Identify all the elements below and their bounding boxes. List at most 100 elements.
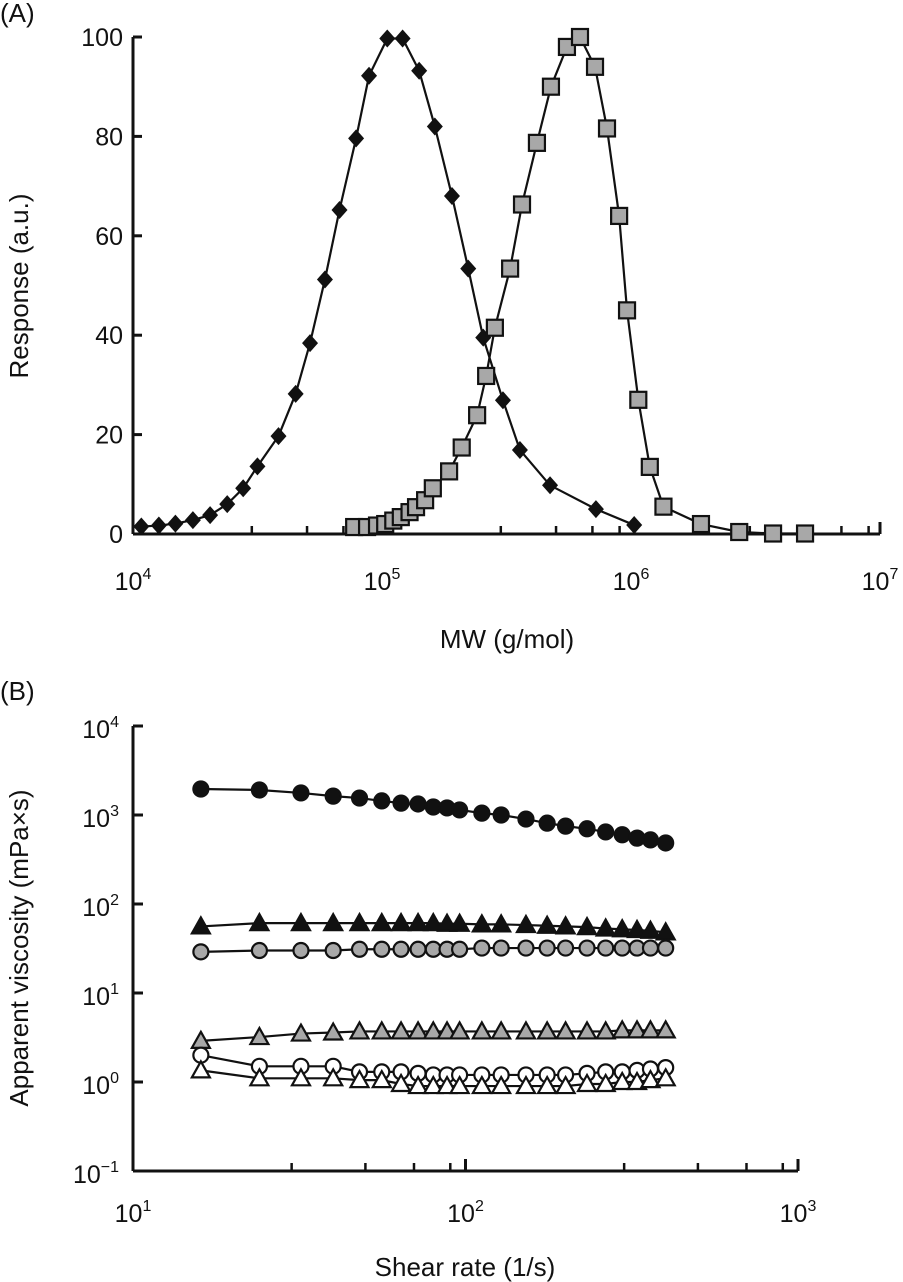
series-2-triangle-marker [594,917,617,937]
y-tick-label: 101 [82,981,119,1011]
series-1-circle-marker [250,781,269,799]
series-3-circle-marker [192,943,210,961]
series-6-triangle-marker [470,1074,493,1095]
series-3-circle-marker [373,940,391,958]
series-1-circle-marker [324,787,342,805]
series-2-triangle-marker [536,914,559,934]
series-4-triangle-marker [654,1019,677,1039]
series-6-triangle-marker [448,1074,471,1095]
series-1-circle-marker [373,792,391,810]
series-1-diamond-marker [202,506,219,525]
y-tick-label: 0 [109,521,123,549]
series-6-triangle-marker [654,1067,677,1087]
series-2-triangle-marker [654,921,677,941]
series-4-triangle-marker [248,1025,271,1046]
series-1-diamond-marker [270,427,287,446]
series-2-square-marker [691,514,711,534]
series-3-circle-marker [556,939,575,957]
series-1-diamond-marker [411,61,428,80]
series-6-triangle-marker [536,1074,559,1095]
series-1-circle-marker [556,817,575,835]
series-1-diamond-marker [542,476,559,495]
series-6-triangle-marker [639,1068,662,1089]
x-tick-label: 105 [364,566,401,596]
series-2-square-marker [730,522,749,542]
series-4-triangle-marker [611,1019,634,1039]
series-1-diamond-marker [150,516,167,535]
series-2-square-marker [585,57,605,76]
series-1-line [200,787,666,845]
series-2-square-marker [452,438,471,457]
series-1-diamond-marker [587,500,604,519]
series-1-circle-marker [473,804,491,822]
series-1-diamond-marker [235,479,252,498]
series-4-triangle-marker [576,1020,598,1040]
series-3-circle-marker [250,941,269,960]
series-4-triangle-marker [536,1020,559,1040]
series-3-circle-marker [324,941,342,960]
series-2-square-marker [501,259,520,278]
series-2-triangle-marker [390,911,412,932]
series-1-circle-marker [641,831,660,849]
series-2-triangle-marker [348,911,371,932]
series-2-square-marker [570,27,590,47]
series-2-triangle-marker [626,918,648,939]
series-1-diamond-marker [302,334,319,353]
series-1-diamond-marker [133,517,150,536]
series-6-triangle-marker [248,1067,271,1087]
series-2-triangle-marker [639,919,662,939]
series-2-square-marker [597,119,617,138]
series-2-triangle-marker [248,911,271,932]
series-2-triangle-marker [370,911,393,932]
series-1-circle-marker [578,820,596,838]
series-4-line [200,1029,666,1042]
series-1-diamond-marker [426,117,443,136]
panel-a-label: (A) [0,0,35,28]
y-tick-label: 20 [95,422,123,450]
series-2-square-marker [468,406,487,425]
series-1-diamond-marker [219,495,236,514]
series-1-circle-marker [192,780,210,798]
series-2-square-marker [440,462,459,481]
series-2-square-marker [654,497,673,516]
series-1-circle-marker [613,826,631,844]
series-1-diamond-marker [167,514,184,533]
series-2-triangle-marker [470,913,493,933]
series-2-square-marker [763,524,783,543]
series-2-triangle-marker [422,911,445,932]
series-4-triangle-marker [390,1020,412,1040]
series-4-triangle-marker [436,1020,458,1040]
series-2-triangle-marker [490,913,513,933]
series-1-circle-marker [392,794,410,812]
series-3-circle-marker [613,939,631,957]
y-tick-label: 40 [95,322,123,350]
y-tick-label: 100 [81,24,123,52]
x-tick-label: 102 [447,1198,484,1228]
panel-b-plot: 104 103 102 101 100 10−1 101 102 103 [73,714,817,1228]
series-3-circle-marker [492,939,510,957]
series-2-square-marker [477,366,496,386]
series-1-circle-marker [292,784,310,802]
series-2-triangle-marker [189,915,212,935]
series-2-triangle-marker [576,915,598,936]
series-4-triangle-marker [594,1020,617,1040]
series-1-diamond-marker [287,384,304,403]
series-4-triangle-marker [639,1019,662,1039]
series-2-triangle-marker [407,911,429,932]
series-1-diamond-marker [184,511,201,530]
series-2-triangle-marker [436,912,458,932]
series-3-circle-marker [657,939,675,957]
series-2-triangle-marker [322,911,345,932]
series-1-diamond-marker [460,259,477,278]
x-tick-label: 101 [115,1198,152,1228]
series-6-triangle-marker [189,1059,212,1079]
series-4-triangle-marker [470,1020,493,1040]
panel-a-x-axis-title: MW (g/mol) [440,624,574,654]
series-4-triangle-marker [448,1020,471,1040]
series-4-triangle-marker [370,1020,393,1040]
series-6-triangle-marker [407,1074,429,1095]
series-1-diamond-marker [511,441,528,460]
series-4-triangle-marker [290,1022,312,1042]
series-6-triangle-marker [611,1070,634,1091]
series-6-triangle-marker [515,1074,537,1095]
